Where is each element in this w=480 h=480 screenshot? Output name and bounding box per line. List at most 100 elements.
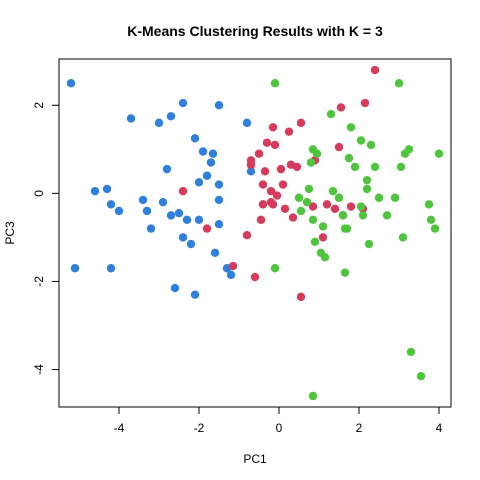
cluster-1-point (186, 239, 196, 249)
x-tick-label: -4 (114, 421, 125, 435)
x-axis: -4 -2 0 2 4 (114, 407, 443, 435)
x-axis-label: PC1 (243, 452, 267, 466)
cluster-3-point (328, 186, 338, 196)
cluster-1-point (138, 195, 148, 205)
cluster-1-point (226, 270, 236, 280)
cluster-1-point (190, 134, 200, 143)
cluster-3-point (334, 193, 344, 202)
cluster-3-point (362, 184, 372, 194)
cluster-2-point (288, 213, 298, 222)
cluster-3-point (350, 162, 360, 172)
cluster-3-point (356, 136, 366, 145)
cluster-3-point (382, 211, 392, 220)
cluster-3-point (340, 224, 350, 233)
cluster-3-point (370, 162, 380, 172)
cluster-3-point (390, 193, 400, 202)
cluster-2-point (284, 127, 294, 136)
x-tick-label: 2 (356, 421, 363, 435)
y-tick-label: -2 (32, 276, 46, 287)
cluster-1-point (146, 224, 156, 233)
cluster-1-point (206, 158, 216, 167)
cluster-3-point (306, 158, 316, 167)
y-tick-label: 2 (32, 102, 46, 109)
cluster-3-point (308, 215, 318, 224)
cluster-2-point (270, 140, 280, 150)
cluster-2-point (346, 202, 356, 211)
cluster-3-point (320, 253, 330, 262)
cluster-1-point (166, 211, 176, 220)
cluster-2-point (296, 292, 306, 302)
cluster-3-point (406, 347, 416, 357)
cluster-1-point (106, 200, 116, 209)
cluster-2-point (250, 272, 260, 282)
cluster-1-point (158, 197, 168, 207)
cluster-1-point (166, 112, 176, 121)
cluster-2-point (280, 204, 290, 213)
cluster-1-point (162, 164, 172, 174)
cluster-1-point (126, 114, 136, 123)
cluster-1-point (214, 195, 224, 205)
cluster-1-point (170, 283, 180, 293)
chart-title: K-Means Clustering Results with K = 3 (127, 23, 383, 39)
cluster-3-point (318, 222, 328, 231)
cluster-3-point (374, 193, 384, 202)
cluster-2-point (272, 191, 282, 200)
cluster-3-point (424, 200, 434, 209)
cluster-1-point (214, 101, 224, 110)
cluster-2-point (202, 224, 212, 233)
cluster-2-point (276, 164, 286, 174)
cluster-3-point (340, 268, 350, 277)
cluster-2-point (266, 186, 276, 196)
cluster-2-point (318, 233, 328, 242)
x-tick-label: 0 (276, 421, 283, 435)
cluster-2-point (278, 180, 288, 189)
cluster-3-point (346, 123, 356, 132)
cluster-1-point (190, 290, 200, 299)
cluster-1-point (210, 248, 220, 258)
cluster-2-point (292, 162, 302, 172)
y-axis: -4 -2 0 2 (32, 102, 59, 375)
cluster-1-point (142, 206, 152, 216)
cluster-2-point (360, 98, 370, 108)
cluster-2-point (242, 231, 252, 240)
cluster-3-point (426, 215, 436, 224)
cluster-1-point (66, 79, 76, 88)
cluster-3-point (326, 109, 336, 119)
cluster-2-point (256, 215, 266, 224)
cluster-3-point (312, 149, 322, 158)
x-tick-label: 4 (436, 421, 443, 435)
cluster-3-point (396, 162, 406, 172)
cluster-3-point (430, 224, 440, 233)
cluster-3-point (362, 175, 372, 185)
cluster-1-point (242, 118, 252, 128)
cluster-1-point (174, 208, 184, 218)
cluster-3-point (344, 153, 354, 163)
y-axis-label: PC3 (3, 221, 17, 245)
cluster-3-point (296, 206, 306, 216)
cluster-1-point (182, 215, 192, 224)
cluster-3-point (358, 211, 368, 220)
cluster-3-point (308, 391, 318, 401)
data-points (66, 65, 444, 401)
cluster-2-point (296, 118, 306, 128)
cluster-2-point (370, 65, 380, 75)
cluster-1-point (114, 206, 124, 216)
cluster-3-point (366, 140, 376, 150)
cluster-2-point (228, 261, 238, 271)
cluster-3-point (356, 202, 366, 211)
cluster-3-point (398, 233, 408, 242)
cluster-2-point (246, 156, 256, 165)
cluster-2-point (262, 138, 272, 147)
cluster-2-point (330, 204, 340, 213)
cluster-3-point (302, 197, 312, 207)
cluster-2-point (268, 123, 278, 132)
cluster-2-point (260, 167, 270, 176)
cluster-2-point (254, 149, 264, 158)
cluster-1-point (178, 98, 188, 108)
cluster-1-point (208, 149, 218, 158)
cluster-3-point (270, 264, 280, 273)
plot-frame (58, 58, 452, 408)
cluster-3-point (304, 184, 314, 194)
cluster-3-point (416, 371, 426, 381)
